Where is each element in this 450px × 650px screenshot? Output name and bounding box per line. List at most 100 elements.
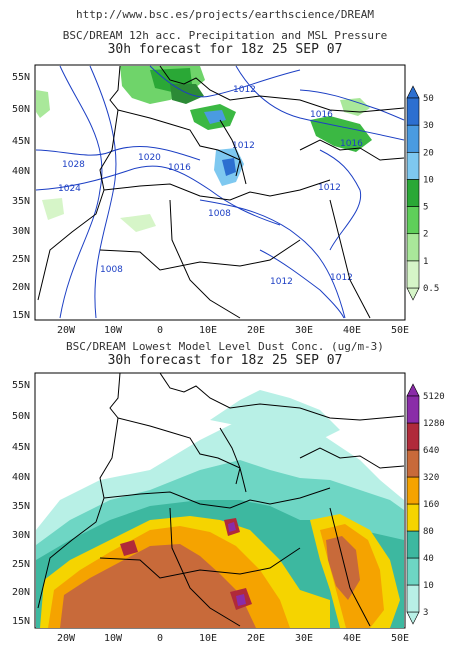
lat-label: 55N [12, 72, 30, 83]
dust-level-640-c [120, 540, 138, 556]
dust-colorbar: 3 10 40 80 160 320 640 1280 5120 [406, 383, 445, 625]
colorbar-label: 40 [423, 554, 434, 564]
colorbar-label: 1280 [423, 419, 445, 429]
lat-label: 40N [12, 472, 30, 483]
precip-patch-africa [120, 214, 156, 232]
lon-label: 0 [157, 325, 163, 336]
precip-lat-axis: 55N 50N 45N 40N 35N 30N 25N 20N 15N [12, 72, 30, 321]
colorbar-label: 30 [423, 121, 434, 131]
colorbar-segment [406, 422, 420, 451]
coastlines-bottom [37, 373, 405, 627]
isobar-label-1: 1012 [233, 85, 256, 95]
lon-label: 20W [57, 633, 76, 644]
precip-map-panel: 1012 1016 1016 1020 1016 1028 1024 1012 … [12, 64, 439, 336]
isobar-label-4: 1020 [138, 153, 161, 163]
colorbar-label: 10 [423, 175, 434, 185]
dust-level-3-north [210, 390, 340, 440]
lon-label: 10E [199, 633, 217, 644]
precip-patch-italy-core [222, 158, 236, 176]
lon-label: 0 [157, 633, 163, 644]
source-url: http://www.bsc.es/projects/earthscience/… [75, 8, 374, 21]
dust-level-1280-a [228, 522, 236, 532]
lat-label: 15N [12, 310, 30, 321]
colorbar-segment [406, 584, 420, 613]
colorbar-label: 5 [423, 203, 428, 213]
isobar-label-2: 1016 [310, 110, 333, 120]
lon-label: 20E [247, 633, 265, 644]
lat-label: 15N [12, 616, 30, 627]
isobar-label-6: 1028 [62, 160, 85, 170]
colorbar-label: 80 [423, 527, 434, 537]
isobar-label-13: 1012 [330, 273, 353, 283]
dust-fields [36, 373, 405, 628]
lat-label: 40N [12, 166, 30, 177]
dust-map-subtitle: 30h forecast for 18z 25 SEP 07 [107, 353, 343, 368]
colorbar-cap-low [406, 611, 420, 625]
lat-label: 35N [12, 501, 30, 512]
colorbar-label: 20 [423, 148, 434, 158]
lat-label: 55N [12, 380, 30, 391]
lat-label: 20N [12, 587, 30, 598]
dust-lat-axis: 55N 50N 45N 40N 35N 30N 25N 20N 15N [12, 380, 30, 627]
lon-label: 10E [199, 325, 217, 336]
colorbar-label: 5120 [423, 392, 445, 402]
precip-fields: 1012 1016 1016 1020 1016 1028 1024 1012 … [35, 65, 405, 319]
precip-patch-west [36, 90, 50, 118]
colorbar-cap-high [406, 85, 420, 99]
lat-label: 50N [12, 411, 30, 422]
dust-level-320 [60, 544, 256, 628]
lat-label: 20N [12, 282, 30, 293]
colorbar-label: 1 [423, 257, 428, 267]
lon-label: 30E [295, 325, 313, 336]
isobar-label-5: 1016 [168, 163, 191, 173]
lon-label: 10W [104, 325, 123, 336]
isobar-label-7: 1024 [58, 184, 81, 194]
colorbar-segment [406, 97, 420, 126]
dust-map-title: BSC/DREAM Lowest Model Level Dust Conc. … [66, 340, 384, 353]
lat-label: 30N [12, 530, 30, 541]
colorbar-segment [406, 503, 420, 532]
lon-label: 10W [104, 633, 123, 644]
lon-label: 20W [57, 325, 76, 336]
colorbar-label: 10 [423, 581, 434, 591]
colorbar-label: 2 [423, 230, 428, 240]
precip-map-title: BSC/DREAM 12h acc. Precipitation and MSL… [62, 29, 388, 42]
colorbar-label: 640 [423, 446, 439, 456]
colorbar-cap-high [406, 383, 420, 397]
colorbar-label: 0.5 [423, 284, 439, 294]
dust-map-panel: 55N 50N 45N 40N 35N 30N 25N 20N 15N 20W … [12, 372, 445, 644]
colorbar-segment [406, 395, 420, 424]
precip-map-subtitle: 30h forecast for 18z 25 SEP 07 [107, 42, 343, 57]
isobar-label-10: 1008 [208, 209, 231, 219]
precip-patch-caspian [310, 116, 372, 152]
colorbar-segment [406, 476, 420, 505]
precip-colorbar: 0.5 1 2 5 10 20 30 50 [406, 85, 439, 301]
lat-label: 50N [12, 104, 30, 115]
colorbar-label: 50 [423, 94, 434, 104]
isobar-label-9: 1012 [318, 183, 341, 193]
colorbar-segment [406, 179, 420, 207]
lon-label: 30E [295, 633, 313, 644]
dust-level-1280-b [236, 594, 246, 606]
lat-label: 45N [12, 442, 30, 453]
colorbar-label: 3 [423, 608, 428, 618]
lon-label: 50E [391, 325, 409, 336]
colorbar-segment [406, 260, 420, 289]
isobar-label-3: 1016 [340, 139, 363, 149]
isobar-lines [35, 65, 405, 319]
colorbar-segment [406, 449, 420, 478]
lon-label: 50E [391, 633, 409, 644]
colorbar-label: 160 [423, 500, 439, 510]
lat-label: 25N [12, 254, 30, 265]
colorbar-segment [406, 206, 420, 235]
coastlines-top [37, 65, 405, 319]
colorbar-segment [406, 530, 420, 559]
isobar-label-12: 1012 [270, 277, 293, 287]
lat-label: 30N [12, 226, 30, 237]
colorbar-label: 320 [423, 473, 439, 483]
lon-label: 40E [343, 633, 361, 644]
lat-label: 25N [12, 559, 30, 570]
lat-label: 45N [12, 136, 30, 147]
lon-label: 40E [343, 325, 361, 336]
